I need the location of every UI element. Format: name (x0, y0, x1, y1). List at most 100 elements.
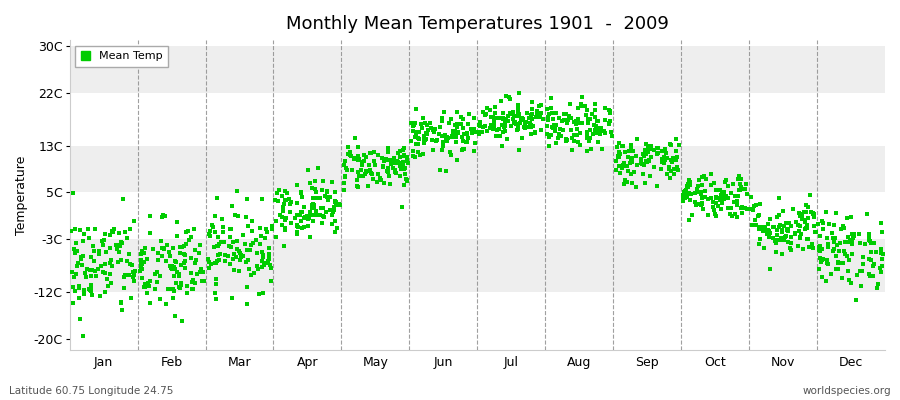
Point (70, 262, 85, 269)
Point (724, 213, 739, 220)
Point (359, 168, 374, 175)
Point (574, 101, 589, 107)
Point (533, 114, 547, 120)
Point (121, 258, 135, 264)
Point (376, 158, 391, 164)
Point (66, 284, 80, 290)
Point (822, 221, 836, 228)
Point (819, 208, 833, 215)
Point (760, 227, 775, 233)
Point (671, 142, 686, 148)
Point (356, 152, 371, 158)
Point (320, 188, 334, 194)
Point (486, 118, 500, 125)
Point (612, 163, 626, 169)
Point (374, 176, 389, 183)
Point (364, 171, 379, 178)
Point (813, 233, 827, 239)
Point (551, 134, 565, 141)
Point (224, 244, 238, 250)
Point (503, 110, 517, 116)
Point (483, 113, 498, 120)
Point (210, 276, 224, 282)
Point (861, 256, 876, 262)
Point (468, 139, 482, 146)
Point (534, 127, 548, 133)
Point (511, 105, 526, 112)
Point (503, 111, 517, 117)
Point (380, 168, 394, 174)
Point (175, 244, 189, 250)
Point (457, 131, 472, 137)
Point (103, 260, 117, 266)
Point (704, 181, 718, 188)
Point (328, 217, 342, 224)
Point (719, 193, 733, 200)
Point (82, 235, 96, 241)
Point (412, 136, 427, 142)
Point (530, 110, 544, 117)
Point (224, 295, 238, 302)
Point (667, 171, 681, 177)
Point (355, 158, 369, 165)
Point (436, 141, 450, 148)
Point (655, 159, 670, 165)
Point (444, 116, 458, 122)
Point (541, 117, 555, 123)
Point (245, 218, 259, 224)
Point (374, 154, 389, 161)
Point (603, 108, 617, 114)
Point (721, 195, 735, 202)
Point (241, 257, 256, 264)
Point (629, 153, 643, 160)
Point (568, 132, 582, 138)
Point (386, 165, 400, 171)
Point (153, 273, 167, 280)
Point (861, 234, 876, 240)
Point (230, 188, 244, 194)
Point (716, 189, 731, 196)
Point (495, 110, 509, 116)
Point (276, 207, 291, 214)
Point (681, 184, 696, 190)
Point (283, 201, 297, 207)
Point (396, 163, 410, 169)
Point (819, 256, 833, 263)
Point (798, 201, 813, 208)
Point (509, 113, 524, 119)
Point (111, 258, 125, 265)
Point (337, 187, 351, 193)
Point (588, 126, 602, 133)
Point (572, 141, 587, 148)
Point (669, 136, 683, 142)
Point (752, 240, 766, 247)
Point (507, 113, 521, 119)
Point (521, 124, 535, 130)
Point (691, 189, 706, 195)
Point (135, 261, 149, 267)
Point (113, 243, 128, 249)
Point (569, 118, 583, 124)
Point (644, 142, 659, 149)
Point (491, 127, 505, 134)
Point (232, 268, 247, 274)
Point (814, 246, 829, 252)
Point (104, 257, 118, 263)
Point (252, 290, 266, 297)
Point (305, 185, 320, 192)
Point (148, 270, 163, 277)
Point (325, 179, 339, 185)
Point (496, 116, 510, 122)
Point (328, 199, 342, 205)
Point (624, 154, 638, 161)
Point (221, 253, 236, 260)
Point (429, 138, 444, 144)
Point (97, 236, 112, 243)
Point (194, 242, 208, 248)
Point (256, 290, 271, 296)
Point (762, 234, 777, 240)
Point (94, 238, 109, 244)
Point (446, 129, 461, 135)
Point (567, 138, 581, 144)
Point (581, 137, 596, 143)
